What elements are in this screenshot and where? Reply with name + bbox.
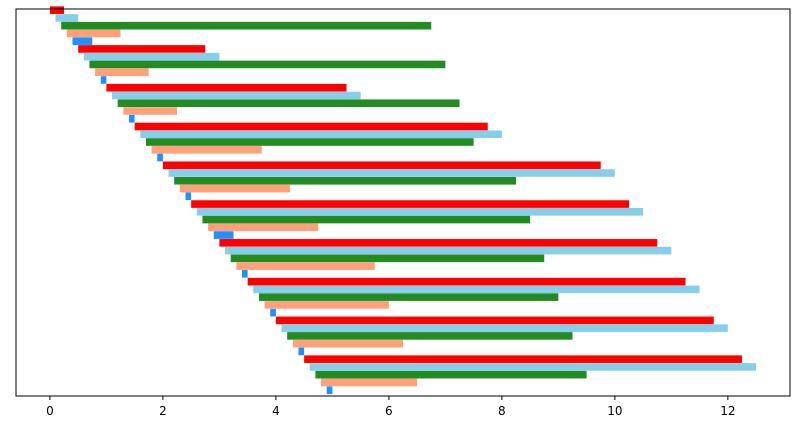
x-tick-label-2: 4	[272, 404, 280, 418]
bar-27	[202, 215, 531, 224]
bar-28	[208, 223, 319, 232]
bar-13	[123, 107, 178, 115]
axes-frame	[15, 8, 791, 397]
bar-25	[191, 200, 629, 208]
bar-15	[134, 122, 488, 131]
bar-4	[72, 37, 93, 45]
bar-10	[106, 83, 347, 92]
x-tick-label-6: 12	[720, 404, 735, 418]
bar-30	[219, 239, 658, 247]
bar-31	[225, 246, 672, 255]
bar-1	[55, 14, 79, 22]
bar-43	[292, 339, 403, 348]
x-axis-ticks: 0 2 4 6 8 10 12	[46, 396, 735, 418]
bar-37	[258, 293, 559, 301]
bar-7	[89, 60, 446, 69]
bar-29	[213, 231, 234, 239]
bar-34	[241, 270, 248, 278]
bar-46	[309, 363, 757, 371]
bar-26	[196, 208, 644, 216]
bar-6	[83, 52, 220, 61]
x-tick-label-1: 2	[159, 404, 167, 418]
x-tick-label-0: 0	[46, 404, 54, 418]
bar-42	[287, 332, 573, 340]
bar-3	[66, 29, 121, 38]
bar-47	[315, 370, 587, 379]
bar-45	[304, 355, 742, 363]
bar-19	[157, 153, 163, 162]
bar-39	[270, 308, 276, 317]
bar-21	[168, 169, 615, 177]
bar-36	[253, 285, 700, 294]
bars	[49, 6, 757, 394]
bar-20	[162, 161, 601, 170]
bar-9	[100, 76, 107, 84]
bar-11	[112, 91, 361, 100]
bar-23	[179, 184, 291, 193]
bar-0	[49, 6, 65, 14]
bar-41	[281, 324, 728, 332]
bar-33	[236, 262, 375, 270]
bar-12	[117, 99, 460, 108]
bar-8	[95, 68, 149, 77]
bar-32	[230, 254, 545, 263]
bar-2	[61, 21, 432, 30]
bar-44	[298, 347, 305, 356]
bar-22	[174, 176, 516, 185]
bar-14	[128, 114, 135, 123]
bar-35	[247, 277, 686, 286]
x-tick-label-4: 8	[498, 404, 506, 418]
x-tick-label-5: 10	[607, 404, 622, 418]
bar-18	[151, 145, 262, 154]
bar-17	[145, 138, 474, 146]
bar-49	[326, 386, 333, 394]
bar-24	[185, 192, 192, 201]
bar-5	[78, 45, 206, 53]
bar-16	[140, 130, 502, 139]
bar-48	[321, 378, 418, 387]
bar-38	[264, 301, 389, 309]
bar-40	[275, 316, 714, 325]
x-tick-label-3: 6	[385, 404, 393, 418]
